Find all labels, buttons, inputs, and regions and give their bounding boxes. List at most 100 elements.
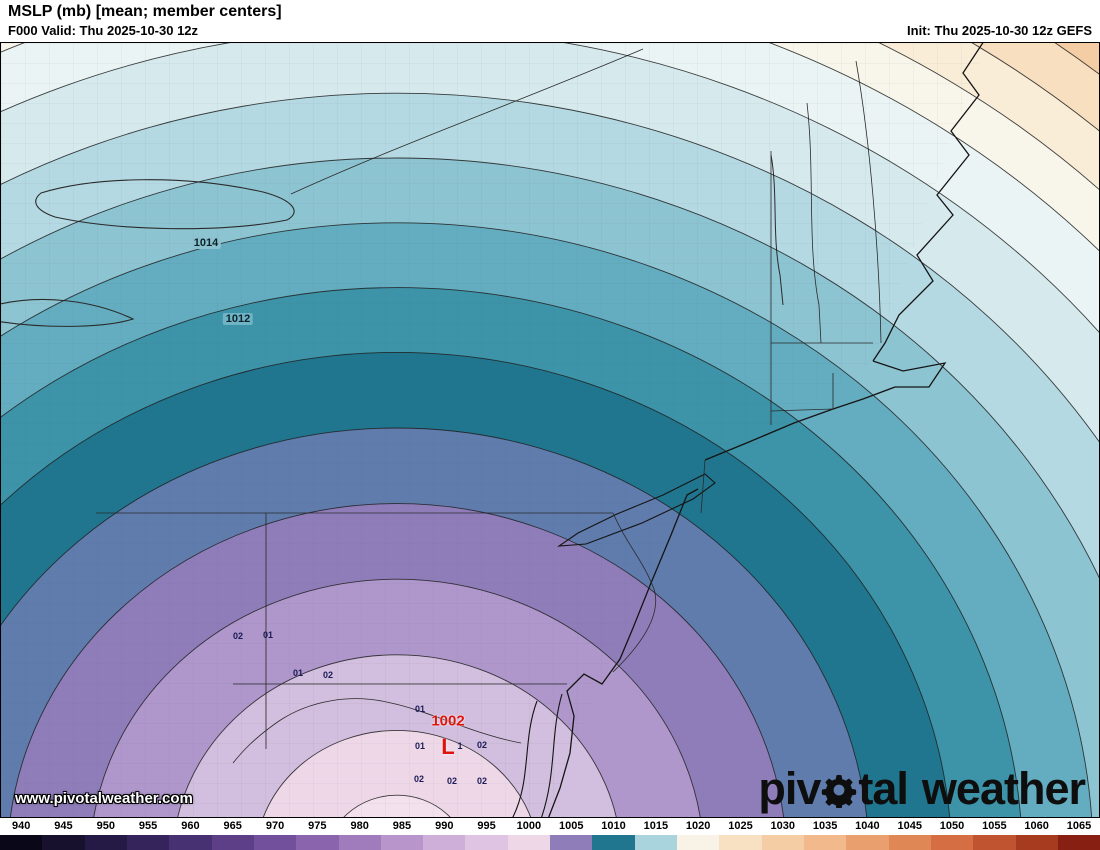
colorbar-swatch: [888, 835, 931, 850]
pressure-map: 1014 1012 02 01 01 02 01 1002 01 L 1 02 02 02 02 www.p…: [0, 42, 1100, 818]
colorbar-tick-label: 1065: [1066, 820, 1092, 832]
colorbar-segment: 1055: [973, 818, 1016, 850]
pressure-colorbar: 940 945 950 955 960 965 970 975 980 985 990 995 1000…: [0, 818, 1100, 850]
colorbar-segment: 1005: [550, 818, 593, 850]
colorbar-swatch: [211, 835, 254, 850]
colorbar-segment: 1010: [592, 818, 635, 850]
colorbar-swatch: [930, 835, 974, 850]
colorbar-swatch: [465, 835, 508, 850]
low-pressure-marker: L: [441, 734, 455, 759]
colorbar-segment: 1025: [719, 818, 762, 850]
isobar-contours: [1, 43, 1099, 817]
colorbar-swatch: [1057, 835, 1100, 850]
colorbar-segment: 1035: [803, 818, 847, 850]
colorbar-tick-label: 950: [96, 820, 115, 832]
member-center-marker: 02: [446, 776, 458, 786]
colorbar-tick-label: 1045: [897, 820, 922, 832]
colorbar-swatch: [338, 835, 381, 850]
colorbar-segment: 1000: [507, 818, 551, 850]
colorbar-segment: 955: [126, 818, 170, 850]
colorbar-segment: 1015: [634, 818, 677, 850]
colorbar-segment: 1045: [888, 818, 931, 850]
colorbar-segment: 985: [380, 818, 424, 850]
colorbar-swatch: [592, 835, 635, 850]
colorbar-swatch: [84, 835, 127, 850]
colorbar-swatch: [634, 835, 677, 850]
colorbar-tick-label: 970: [265, 820, 285, 832]
colorbar-segment: 1040: [846, 818, 889, 850]
map-title: MSLP (mb) [mean; member centers]: [8, 3, 282, 20]
member-center-marker: 02: [476, 740, 488, 750]
colorbar-tick-label: 965: [223, 820, 242, 832]
colorbar-segment: 960: [169, 818, 212, 850]
colorbar-tick-label: 1030: [770, 820, 796, 832]
contour-label: 1012: [222, 313, 254, 325]
valid-time: F000 Valid: Thu 2025-10-30 12z: [8, 23, 199, 38]
member-center-marker: 1: [457, 741, 463, 751]
logo-text-weather: weather: [921, 763, 1086, 814]
logo-text-piv: piv: [758, 763, 821, 814]
colorbar-tick-label: 985: [392, 820, 412, 832]
colorbar-swatch: [761, 835, 804, 850]
low-pressure-marker: 1002: [431, 712, 465, 730]
colorbar-segment: 1065: [1057, 818, 1100, 850]
colorbar-swatch: [803, 835, 847, 850]
colorbar-tick-label: 1015: [643, 820, 669, 832]
colorbar-tick-label: 945: [54, 820, 73, 832]
colorbar-tick-label: 1055: [982, 820, 1007, 832]
colorbar-swatch: [380, 835, 424, 850]
colorbar-tick-label: 1010: [601, 820, 626, 832]
colorbar-tick-label: 980: [350, 820, 369, 832]
member-center-marker: 01: [262, 630, 274, 640]
colorbar-swatch: [846, 835, 889, 850]
member-center-marker: 02: [476, 776, 488, 786]
colorbar-swatch: [973, 835, 1016, 850]
colorbar-segment: 940: [0, 818, 43, 850]
colorbar-segment: 1050: [930, 818, 974, 850]
colorbar-swatch: [1015, 835, 1058, 850]
colorbar-segment: 995: [465, 818, 508, 850]
init-time: Init: Thu 2025-10-30 12z GEFS: [907, 23, 1092, 38]
contour-label: 1014: [190, 237, 222, 249]
colorbar-segment: 950: [84, 818, 127, 850]
colorbar-tick-label: 1060: [1024, 820, 1049, 832]
colorbar-tick-label: 1000: [516, 820, 542, 832]
colorbar-swatch: [719, 835, 762, 850]
colorbar-segment: 1030: [761, 818, 804, 850]
map-header: MSLP (mb) [mean; member centers] F000 Va…: [0, 0, 1100, 42]
colorbar-tick-label: 960: [181, 820, 200, 832]
colorbar-tick-label: 1005: [558, 820, 584, 832]
colorbar-swatch: [0, 835, 43, 850]
logo-text-tal: tal: [858, 763, 909, 814]
colorbar-tick-label: 995: [477, 820, 496, 832]
member-center-marker: 02: [413, 774, 425, 784]
member-center-marker: 01: [292, 668, 304, 678]
colorbar-tick-label: 1040: [855, 820, 880, 832]
colorbar-swatch: [126, 835, 170, 850]
colorbar-segment: 975: [296, 818, 339, 850]
colorbar-tick-label: 1050: [939, 820, 965, 832]
member-center-marker: 02: [232, 631, 244, 641]
colorbar-tick-label: 955: [138, 820, 158, 832]
colorbar-swatch: [169, 835, 212, 850]
colorbar-swatch: [507, 835, 551, 850]
member-center-marker: 01: [414, 704, 426, 714]
colorbar-swatch: [677, 835, 720, 850]
colorbar-swatch: [253, 835, 297, 850]
colorbar-tick-label: 1020: [685, 820, 711, 832]
colorbar-tick-label: 940: [11, 820, 31, 832]
colorbar-segment: 1060: [1015, 818, 1058, 850]
map-overlays: 1014 1012 02 01 01 02 01 1002 01 L 1 02 02 02 02: [1, 43, 1099, 817]
colorbar-segment: 965: [211, 818, 254, 850]
state-borders-coastlines: [1, 43, 984, 817]
colorbar-swatch: [550, 835, 593, 850]
colorbar-segment: 970: [253, 818, 297, 850]
colorbar-segment: 945: [42, 818, 85, 850]
geography-layer: [1, 43, 1099, 817]
member-center-marker: 01: [414, 741, 426, 751]
pivotal-weather-logo: piv tal weather: [758, 763, 1086, 814]
watermark: www.pivotalweather.com: [15, 790, 193, 807]
colorbar-segment: 1020: [677, 818, 720, 850]
gear-icon: [822, 774, 857, 808]
